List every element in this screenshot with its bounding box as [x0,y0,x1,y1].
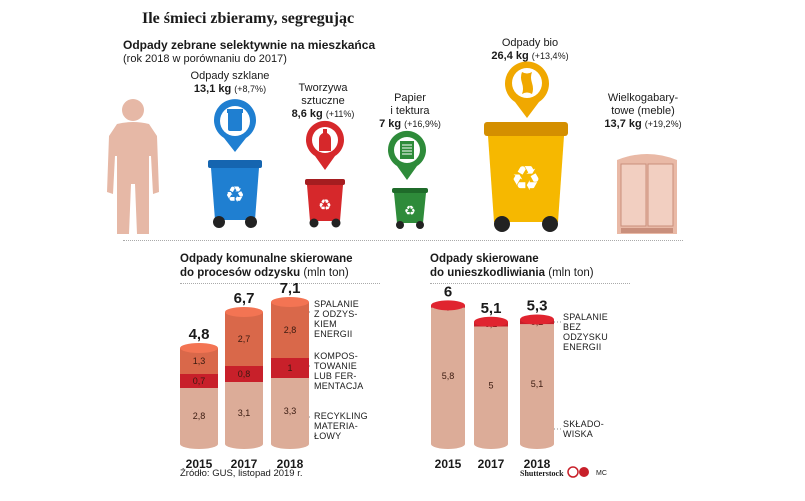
svg-text:♻: ♻ [511,160,541,198]
year-tick-label: 2018 [277,457,304,471]
bar-segment [271,302,309,358]
red-plastic-bin: ♻ [305,179,345,228]
bar-segment [225,312,263,366]
disposal-heading: Odpady skierowane do unieszkodliwiania (… [430,253,594,279]
recovery-heading-rule [180,283,380,284]
total-label: 5,3 [527,297,548,314]
label-bio: Odpady bio 26,4 kg (+13,4%) [491,37,569,62]
selective-heading: Odpady zebrane selektywnie na mieszkańca [123,38,376,52]
recovery-heading: Odpady komunalne skierowane do procesów … [180,253,353,279]
glass-jar-icon [214,99,256,152]
segment-label: 2,8 [284,325,297,335]
legend-incineration: SPALANIE BEZ ODZYSKU ENERGII [563,312,608,352]
segment-label: 5,1 [531,379,544,389]
disposal-heading-rule [430,283,630,284]
bar-top-cap [225,307,263,317]
photo-credit: Shutterstock [520,469,564,478]
total-label: 7,1 [280,280,301,297]
paper-sheet-icon [388,130,426,180]
bar-top-cap [431,300,465,311]
source-note: Źródło: GUS, listopad 2019 r. [180,468,303,479]
bar-segment [180,374,218,388]
label-plastic: Tworzywa sztuczne 8,6 kg (+11%) [291,82,355,120]
segment-label: 0,8 [238,369,251,379]
year-tick-label: 2017 [478,457,505,471]
copyright-logo-icon [567,466,589,478]
bar-base [520,439,554,449]
green-paper-bin: ♻ [392,188,428,229]
segment-label: 2,7 [238,334,251,344]
year-tick-label: 2018 [524,457,551,471]
apple-core-icon [505,61,549,118]
year-tick-label: 2015 [435,457,462,471]
bar-segment [225,382,263,444]
selective-note: (rok 2018 w porównaniu do 2017) [123,53,287,65]
bar-base [431,439,465,449]
plastic-bottle-icon [306,120,344,170]
yellow-bio-bin: ♻ [484,122,568,232]
bar-segment [520,324,554,444]
bar-segment [271,378,309,444]
legend-energy-recovery: SPALANIE Z ODZYS- KIEM ENERGII [314,299,359,339]
legend-recycling: RECYKLING MATERIA- ŁOWY [314,411,368,441]
segment-label: 2,8 [193,411,206,421]
segment-label: 5 [488,380,493,390]
bar-segment [180,388,218,444]
year-tick-label: 2017 [231,457,258,471]
bar-segment [431,307,465,444]
blue-glass-bin: ♻ [208,160,262,228]
svg-text:♻: ♻ [225,182,245,207]
segment-label: 5,8 [442,371,455,381]
bar-top-cap [520,314,554,325]
legend-landfill: SKŁADO- WISKA [563,419,604,439]
segment-label: 3,3 [284,406,297,416]
year-tick-label: 2015 [186,457,213,471]
total-label: 5,1 [481,300,502,317]
divider [123,240,683,241]
person-silhouette-icon [107,99,159,234]
bar-segment [271,358,309,378]
segment-label: 1 [287,363,292,373]
total-label: 6,7 [234,290,255,307]
total-label: 4,8 [189,326,210,343]
bar-top-cap [271,297,309,307]
bar-base [180,439,218,449]
bar-segment [225,366,263,382]
total-label: 6 [444,283,452,300]
bar-base [225,439,263,449]
segment-label: 1,3 [193,356,206,366]
label-glass: Odpady szklane 13,1 kg (+8,7%) [190,70,270,95]
label-bulky: Wielkogabary- towe (meble) 13,7 kg (+19,… [604,92,682,130]
svg-text:♻: ♻ [404,203,416,218]
label-paper: Papier i tektura 7 kg (+16,9%) [379,92,441,130]
author-initials: MC [596,470,607,477]
bar-base [271,439,309,449]
bar-base [474,439,508,449]
page-title: Ile śmieci zbieramy, segregując [142,10,355,27]
legend-composting: KOMPOS- TOWANIE LUB FER- MENTACJA [314,351,364,391]
bar-segment [474,326,508,444]
bar-top-cap [180,343,218,353]
bar-top-cap [474,316,508,327]
segment-label: 0,7 [193,376,206,386]
svg-text:♻: ♻ [318,197,331,214]
segment-label: 3,1 [238,408,251,418]
wardrobe-icon [617,154,677,234]
